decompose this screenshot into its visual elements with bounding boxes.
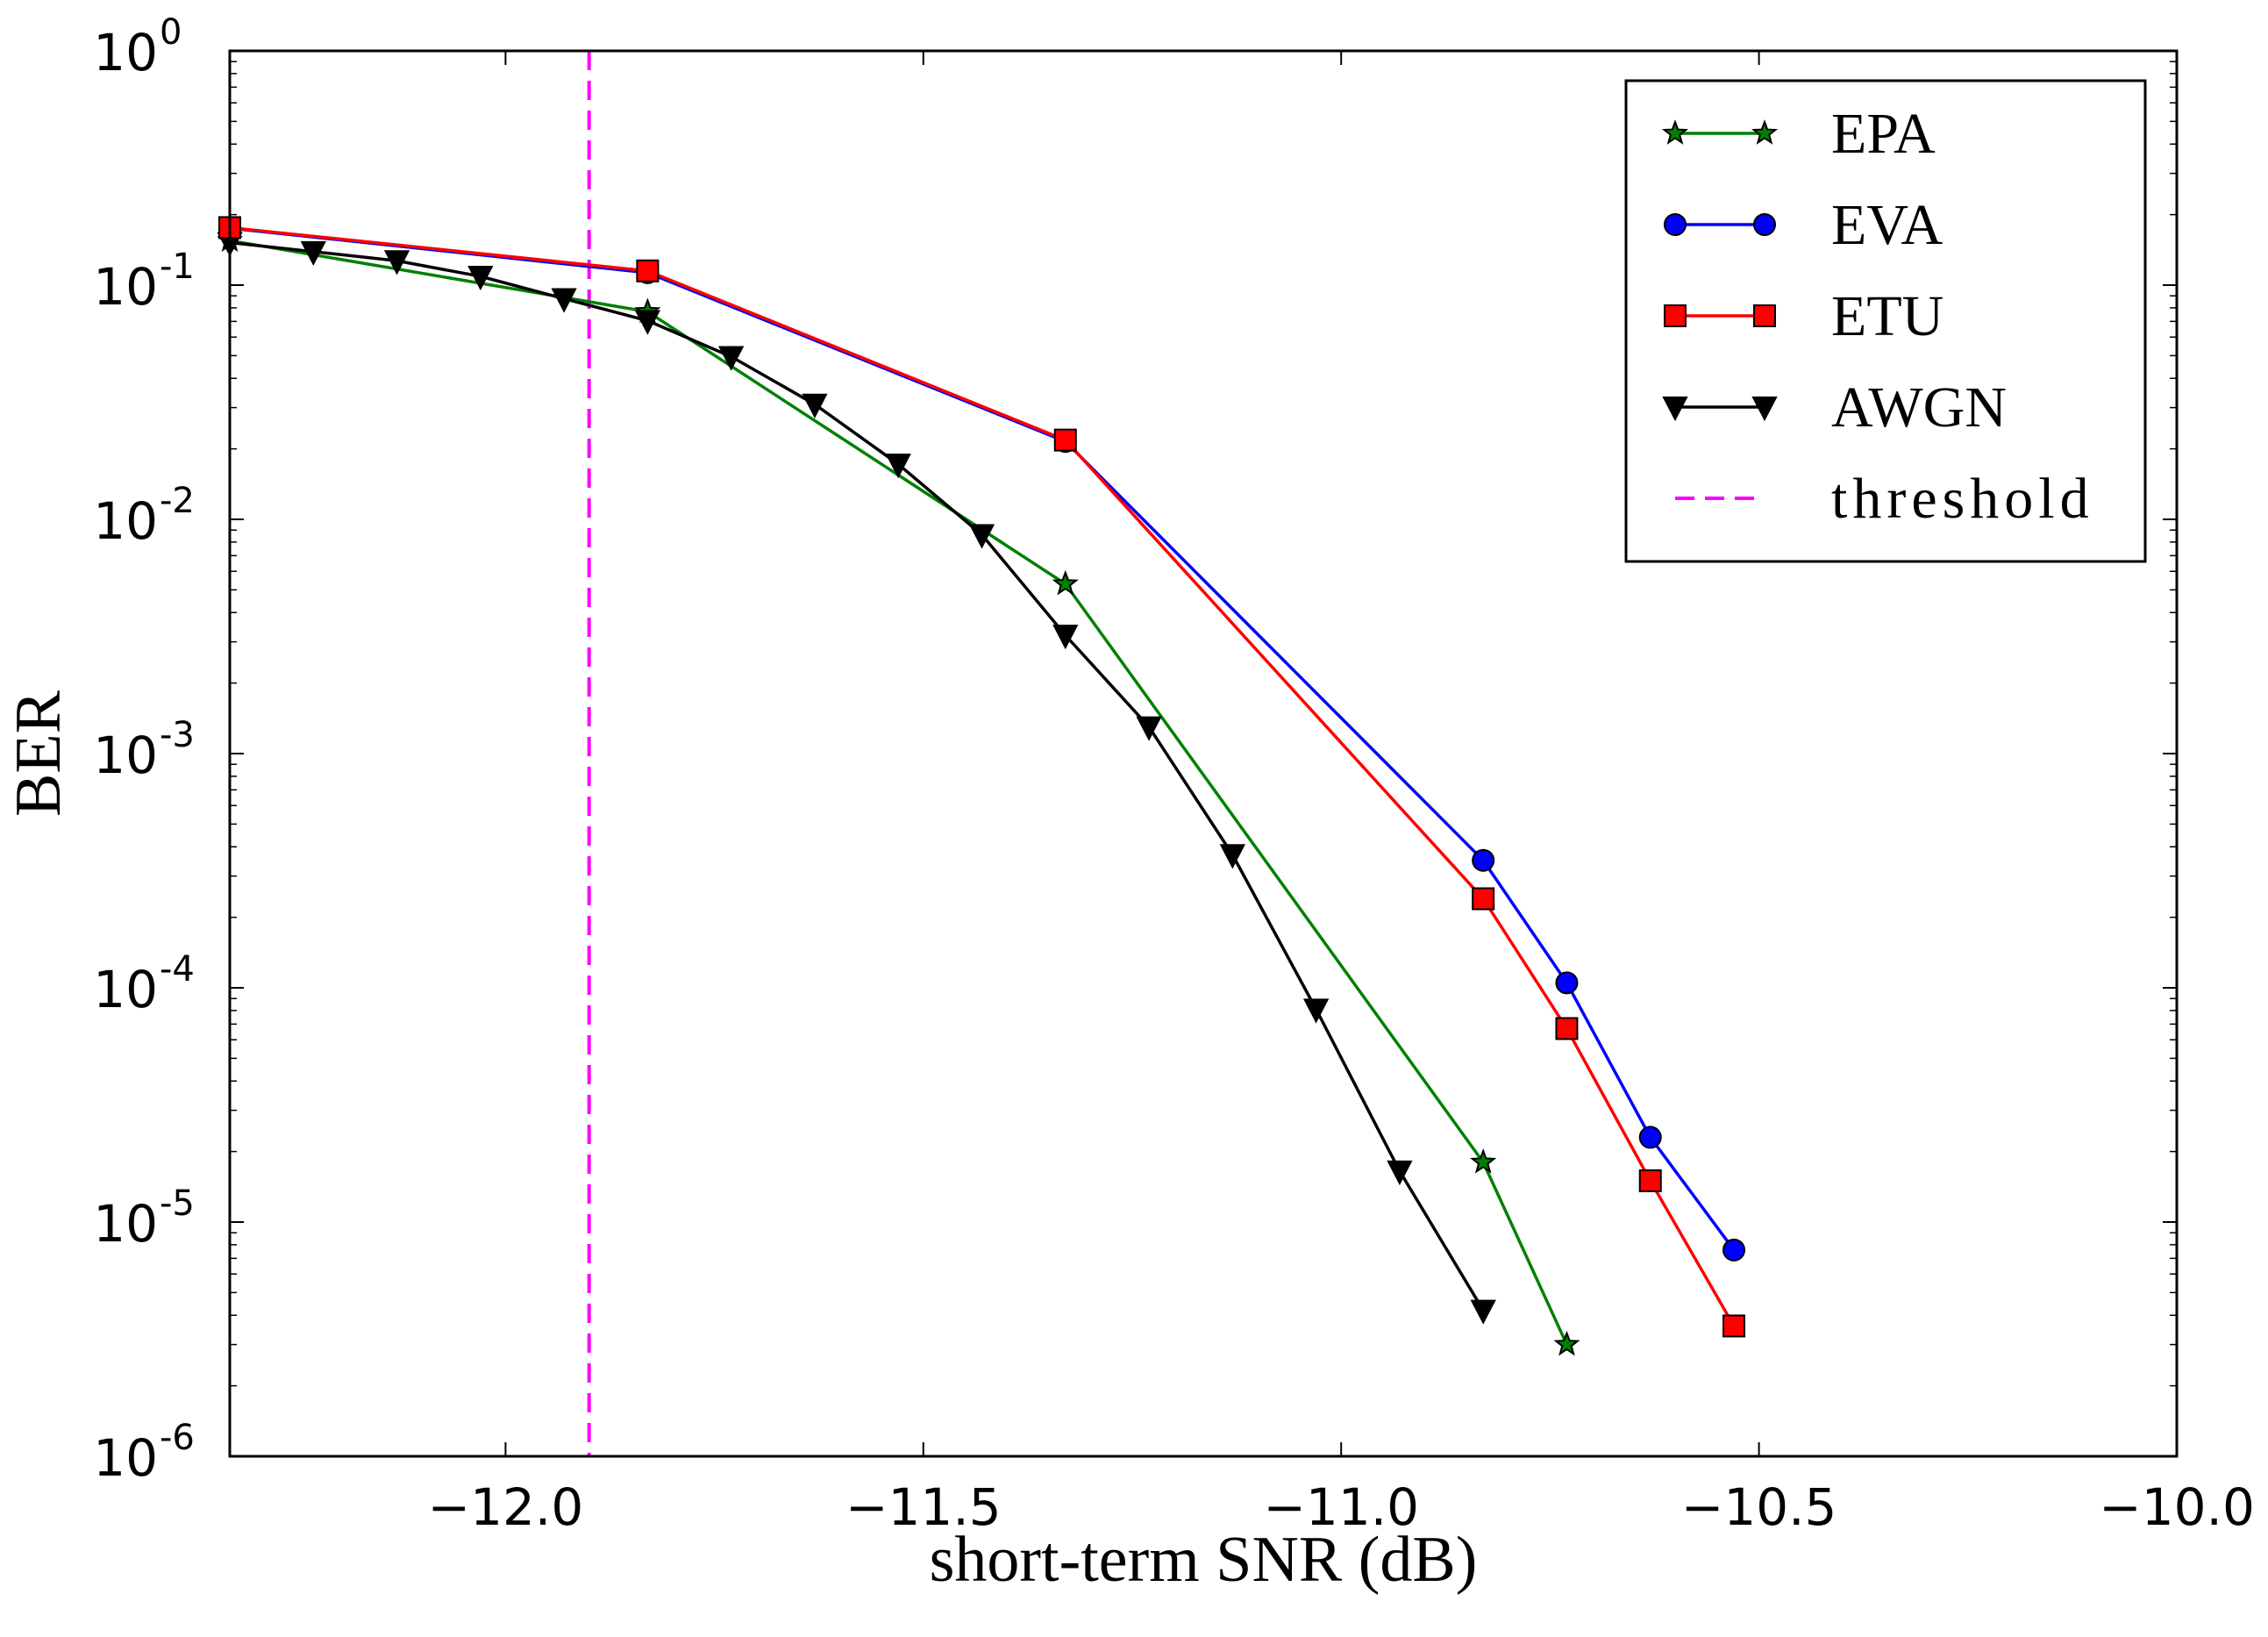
legend-marker [1753,213,1776,236]
data-point-awgn [718,346,745,371]
legend-label: EPA [1831,102,1936,166]
legend: EPA EVA ETU AWGN threshold [1624,79,2147,563]
data-point-awgn [1136,716,1162,741]
data-point-awgn [1052,625,1079,650]
y-tick-label: 10 -4 [93,949,195,1019]
legend-label: ETU [1831,284,1943,348]
legend-label: EVA [1831,193,1943,257]
svg-text:10: 10 [93,491,158,551]
data-point-awgn [968,524,995,549]
data-point-epa [1470,1147,1497,1174]
data-point-awgn [1302,998,1330,1024]
data-point-awgn [634,310,661,335]
svg-text:10: 10 [93,257,158,317]
legend-marker [1661,119,1689,145]
svg-text:-5: -5 [160,1183,195,1224]
data-point-etu [1722,1314,1746,1338]
svg-text:10: 10 [93,726,158,785]
data-point-awgn [383,250,410,275]
series-line-awgn [229,240,1485,1312]
data-point-awgn [1387,1160,1413,1186]
legend-item-etu: ETU [1664,284,1943,348]
data-point-awgn [551,288,577,313]
data-point-eva [1638,1126,1662,1149]
data-point-awgn [1219,844,1245,869]
y-tick-label: 10 -3 [93,715,195,785]
svg-text:10: 10 [93,23,158,82]
legend-label: AWGN [1831,375,2007,440]
data-point-awgn [885,454,911,479]
legend-item-awgn: AWGN [1662,375,2007,440]
svg-text:10: 10 [93,960,158,1019]
legend-item-epa: EPA [1661,102,1936,166]
y-axis-title: BER [3,690,75,817]
legend-label: threshold [1831,467,2094,531]
svg-text:-4: -4 [160,949,195,990]
data-point-etu [1472,887,1495,911]
legend-item-threshold: threshold [1675,467,2094,531]
legend-marker [1751,119,1779,145]
legend-marker [1664,304,1687,327]
y-tick-label: 10 0 [93,12,182,82]
svg-text:10: 10 [93,1194,158,1254]
x-tick-label: −11.0 [1263,1477,1419,1537]
data-point-awgn [1470,1299,1496,1325]
data-point-awgn [467,266,494,291]
legend-marker [1753,304,1776,327]
data-point-epa [1052,569,1079,596]
legend-marker [1662,397,1688,422]
legend-item-eva: EVA [1664,193,1943,257]
data-point-awgn [300,240,326,266]
data-point-etu [636,259,660,282]
data-point-etu [1638,1169,1662,1192]
svg-text:-2: -2 [160,481,195,521]
x-tick-label: −10.0 [2099,1477,2255,1537]
legend-marker [1664,213,1687,236]
data-point-eva [1722,1238,1746,1262]
data-point-etu [1555,1017,1579,1040]
series-etu [218,216,1746,1338]
data-point-epa [1553,1330,1580,1356]
x-tick-label: −12.0 [428,1477,584,1537]
x-axis-title: short-term SNR (dB) [930,1524,1478,1596]
y-tick-label: 10 -1 [93,247,195,317]
data-point-eva [1472,848,1495,872]
legend-box [1624,79,2147,563]
x-tick-label: −11.5 [845,1477,1002,1537]
svg-text:10: 10 [93,1428,158,1488]
svg-text:-1: -1 [160,247,195,287]
y-tick-label: 10 -2 [93,481,195,551]
svg-text:0: 0 [160,12,182,53]
y-tick-label: 10 -5 [93,1183,195,1254]
svg-text:-3: -3 [160,715,195,755]
data-point-eva [1555,971,1579,995]
x-tick-label: −10.5 [1681,1477,1837,1537]
legend-marker [1751,397,1778,422]
svg-text:-6: -6 [160,1418,195,1458]
data-point-etu [1053,428,1077,452]
y-tick-label: 10 -6 [93,1418,195,1488]
data-point-awgn [802,393,828,418]
